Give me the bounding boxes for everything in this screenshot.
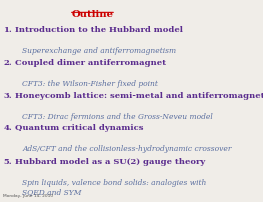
Text: CFT3: Dirac fermions and the Gross-Neveu model: CFT3: Dirac fermions and the Gross-Neveu… [22,113,213,121]
Text: Coupled dimer antiferromagnet: Coupled dimer antiferromagnet [15,59,166,67]
Text: 2.: 2. [3,59,12,67]
Text: Hubbard model as a SU(2) gauge theory: Hubbard model as a SU(2) gauge theory [15,158,205,166]
Text: Spin liquids, valence bond solids: analogies with
SQED and SYM: Spin liquids, valence bond solids: analo… [22,179,207,196]
Text: Monday, June 14, 2010: Monday, June 14, 2010 [3,194,53,198]
Text: 4.: 4. [3,124,12,132]
Text: CFT3: the Wilson-Fisher fixed point: CFT3: the Wilson-Fisher fixed point [22,80,158,88]
Text: Quantum critical dynamics: Quantum critical dynamics [15,124,144,132]
Text: 5.: 5. [3,158,12,166]
Text: Introduction to the Hubbard model: Introduction to the Hubbard model [15,26,183,34]
Text: 3.: 3. [3,92,12,100]
Text: Superexchange and antiferromagnetism: Superexchange and antiferromagnetism [22,47,176,55]
Text: Honeycomb lattice: semi-metal and antiferromagnetism: Honeycomb lattice: semi-metal and antife… [15,92,263,100]
Text: AdS/CFT and the collisionless-hydrodynamic crossover: AdS/CFT and the collisionless-hydrodynam… [22,145,232,153]
Text: Outline: Outline [72,10,113,19]
Text: 1.: 1. [3,26,12,34]
